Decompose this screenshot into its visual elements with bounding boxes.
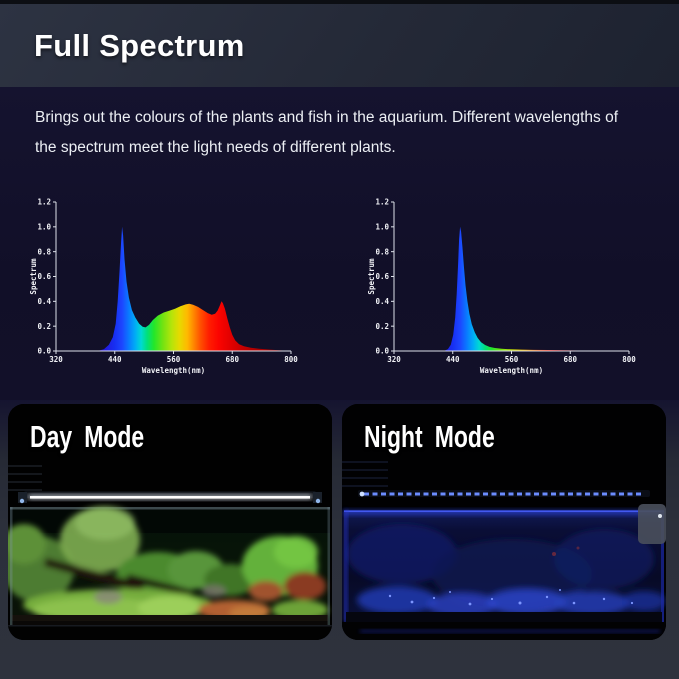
svg-text:0.8: 0.8 (37, 247, 51, 256)
svg-text:800: 800 (284, 355, 298, 364)
svg-text:320: 320 (49, 355, 63, 364)
vent-grid (342, 461, 388, 487)
svg-text:1.2: 1.2 (375, 198, 389, 207)
header-banner: Full Spectrum (0, 4, 679, 87)
filter-outflow (638, 504, 666, 544)
night-mode-photo: Night Mode (342, 404, 666, 640)
svg-text:Spectrum: Spectrum (367, 258, 376, 295)
svg-text:560: 560 (167, 355, 181, 364)
svg-text:1.0: 1.0 (37, 222, 51, 231)
svg-text:560: 560 (505, 355, 519, 364)
svg-text:0.6: 0.6 (375, 272, 389, 281)
svg-text:0.8: 0.8 (375, 247, 389, 256)
svg-text:0.2: 0.2 (37, 322, 51, 331)
svg-text:Wavelength(nm): Wavelength(nm) (480, 366, 543, 375)
day-mode-photo: Day Mode (8, 404, 332, 640)
svg-text:440: 440 (108, 355, 122, 364)
svg-text:1.0: 1.0 (375, 222, 389, 231)
rock-speckles (388, 589, 634, 606)
svg-text:0.4: 0.4 (375, 297, 389, 306)
svg-text:0.6: 0.6 (37, 272, 51, 281)
svg-text:800: 800 (622, 355, 636, 364)
day-mode-label: Day Mode (30, 420, 145, 454)
night-spectrum-chart: 0.0 0.2 0.4 0.6 0.8 1.0 1.2 320 440 560 680 800 Spec… (367, 189, 669, 381)
svg-text:1.2: 1.2 (37, 198, 51, 207)
svg-text:680: 680 (225, 355, 239, 364)
night-aquarium-illustration (342, 404, 666, 640)
day-led-bar (18, 491, 322, 504)
night-mode-label: Night Mode (364, 420, 495, 454)
svg-text:680: 680 (563, 355, 577, 364)
top-strip (0, 0, 679, 4)
night-led-bar (358, 490, 650, 497)
day-aquarium-illustration (8, 404, 332, 640)
day-tank (8, 506, 330, 626)
svg-text:440: 440 (446, 355, 460, 364)
svg-text:320: 320 (387, 355, 401, 364)
intro-paragraph: Brings out the colours of the plants and… (35, 103, 660, 163)
vent-grid (8, 465, 42, 491)
day-spectrum-chart: 0.0 0.2 0.4 0.6 0.8 1.0 1.2 320 440 560 680 800 Spec… (29, 189, 331, 381)
svg-text:Wavelength(nm): Wavelength(nm) (142, 366, 205, 375)
svg-text:0.4: 0.4 (37, 297, 51, 306)
svg-text:Spectrum: Spectrum (29, 258, 38, 295)
svg-text:0.0: 0.0 (37, 347, 51, 356)
svg-text:0.0: 0.0 (375, 347, 389, 356)
svg-text:0.2: 0.2 (375, 322, 389, 331)
night-tank (344, 504, 666, 622)
page-title: Full Spectrum (34, 28, 245, 63)
intro-line-2: the spectrum meet the light needs of dif… (35, 139, 396, 156)
intro-line-1: Brings out the colours of the plants and… (35, 109, 619, 126)
